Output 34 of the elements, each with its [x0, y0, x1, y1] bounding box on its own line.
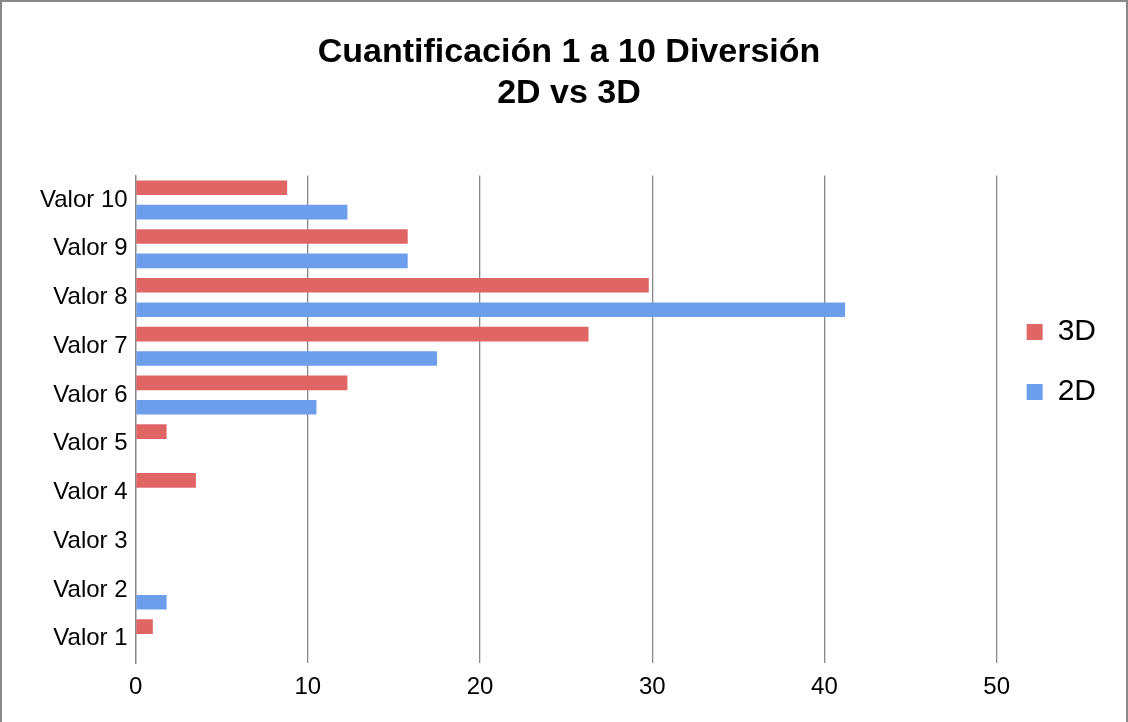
x-tick-label: 10	[294, 672, 322, 700]
bar	[136, 278, 649, 293]
x-tick-label: 40	[811, 672, 838, 700]
y-tick-label: Valor 5	[53, 428, 128, 456]
y-tick-label: Valor 9	[53, 233, 128, 261]
x-tick-label: 30	[638, 672, 666, 700]
bar	[136, 399, 317, 415]
bar	[136, 619, 153, 634]
x-tick-label: 0	[128, 672, 143, 700]
x-tick-label: 20	[466, 672, 494, 700]
bar	[136, 253, 408, 269]
text: Cuantificación 1 a 10 Diversión	[317, 30, 821, 69]
y-tick-label: Valor 6	[53, 379, 128, 407]
bar	[136, 180, 288, 196]
bar	[136, 375, 348, 391]
legend-label: 3D	[1057, 313, 1097, 347]
y-tick-label: Valor 2	[53, 574, 128, 602]
y-tick-label: Valor 7	[53, 330, 128, 358]
bar	[136, 424, 167, 439]
y-tick-label: Valor 4	[53, 477, 128, 505]
legend-label: 2D	[1057, 373, 1097, 407]
bar	[136, 351, 437, 366]
bar	[136, 594, 167, 610]
bar	[136, 204, 348, 220]
x-tick-label: 50	[983, 672, 1010, 700]
bar	[136, 229, 408, 244]
bar	[136, 302, 846, 317]
y-tick-label: Valor 8	[53, 282, 128, 310]
y-tick-label: Valor 3	[53, 525, 128, 553]
y-tick-label: Valor 1	[53, 623, 128, 651]
text: 2D vs 3D	[497, 71, 641, 110]
bar	[136, 473, 196, 488]
y-tick-label: Valor 10	[40, 184, 128, 212]
bar	[136, 326, 589, 342]
